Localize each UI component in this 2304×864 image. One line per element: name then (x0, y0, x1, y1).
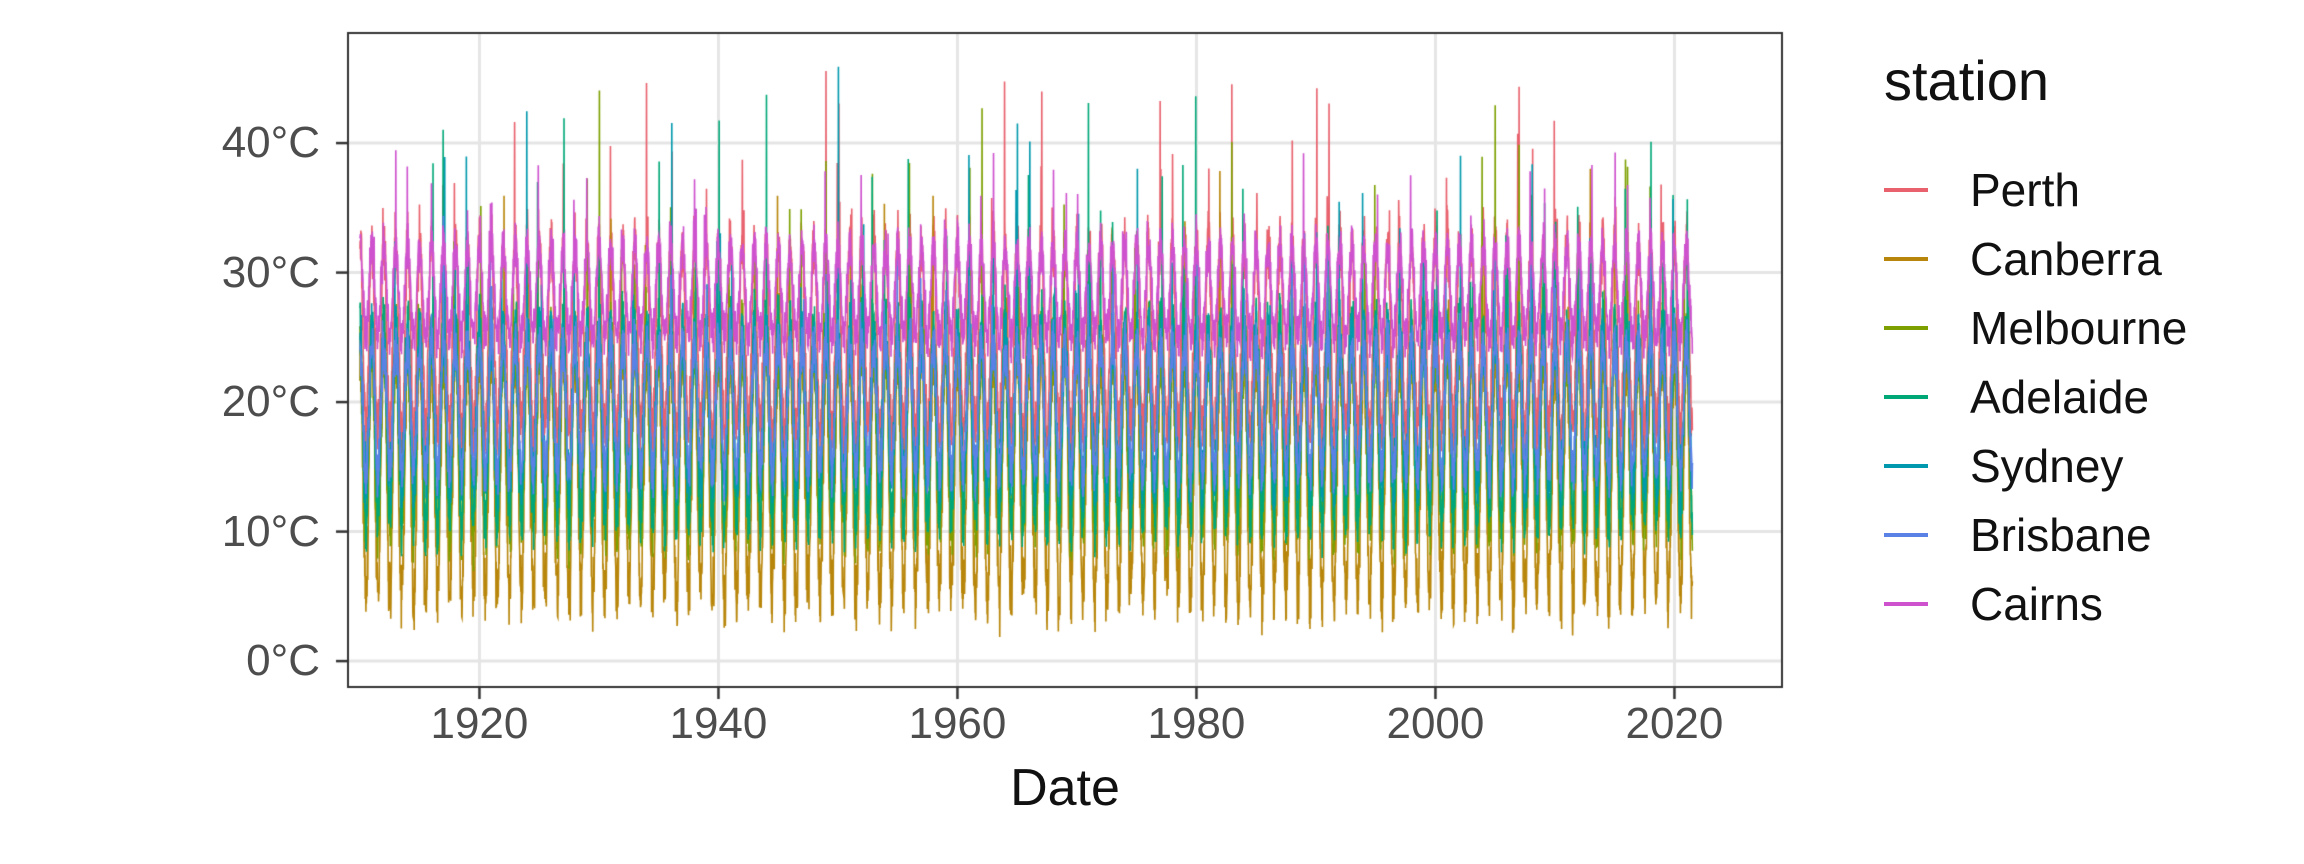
legend-key-line (1884, 464, 1928, 469)
y-tick-label: 30°C (221, 247, 320, 297)
x-axis-title: Date (1010, 759, 1120, 817)
legend-key-line (1884, 533, 1928, 538)
x-tick-label: 1940 (669, 699, 768, 748)
legend-label: Canberra (1970, 233, 2162, 286)
legend-item-melbourne: Melbourne (1884, 294, 2187, 363)
legend-label: Cairns (1970, 578, 2103, 631)
legend-label: Melbourne (1970, 302, 2188, 355)
y-tick-label: 10°C (221, 506, 320, 556)
legend-item-brisbane: Brisbane (1884, 501, 2187, 570)
x-tick-label: 1920 (430, 699, 529, 748)
y-tick-label: 0°C (246, 636, 320, 686)
x-tick-label: 1980 (1147, 699, 1246, 748)
legend-label: Perth (1970, 164, 2080, 217)
legend-item-perth: Perth (1884, 156, 2187, 225)
legend-label: Adelaide (1970, 371, 2150, 424)
legend-item-canberra: Canberra (1884, 225, 2187, 294)
legend-items: Perth Canberra Melbourne Adelaide Sydney Bris… (1884, 156, 2187, 639)
x-tick-label: 1960 (908, 699, 1007, 748)
legend-label: Brisbane (1970, 509, 2152, 562)
legend-key-line (1884, 257, 1928, 262)
legend-item-adelaide: Adelaide (1884, 363, 2187, 432)
x-tick-label: 2000 (1386, 699, 1485, 748)
x-tick-label: 2020 (1625, 699, 1724, 748)
y-tick-label: 40°C (221, 118, 320, 168)
legend-key-line (1884, 188, 1928, 193)
legend-key-line (1884, 326, 1928, 331)
legend-key-line (1884, 395, 1928, 400)
legend-title: station (1884, 49, 2049, 112)
legend-item-sydney: Sydney (1884, 432, 2187, 501)
legend-item-cairns: Cairns (1884, 570, 2187, 639)
legend: station Perth Canberra Melbourne Adelaide Sy… (1884, 50, 2187, 639)
legend-label: Sydney (1970, 440, 2124, 493)
legend-key-line (1884, 602, 1928, 607)
y-tick-label: 20°C (221, 377, 320, 427)
